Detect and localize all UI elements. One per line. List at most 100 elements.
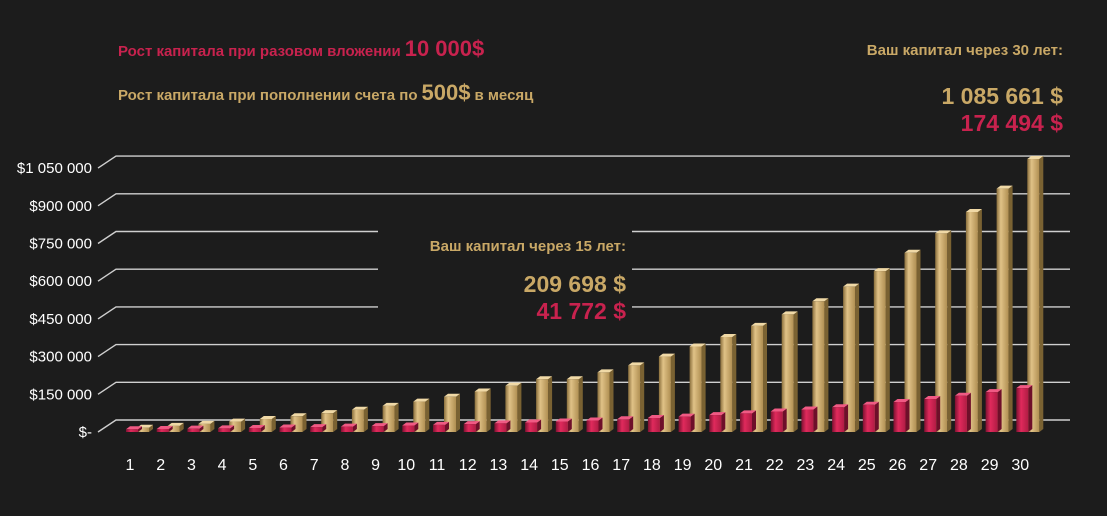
x-tick-label: 23	[797, 457, 815, 474]
gridline	[97, 193, 1070, 207]
x-tick-label: 19	[674, 457, 692, 474]
x-tick-label: 2	[156, 457, 165, 474]
x-tick-label: 18	[643, 457, 661, 474]
x-tick-label: 16	[582, 457, 600, 474]
bar-lump-sum	[709, 412, 726, 432]
bar-monthly	[935, 230, 952, 432]
x-tick-label: 10	[397, 457, 415, 474]
bar-lump-sum	[954, 392, 971, 432]
legend-monthly: Рост капитала при пополнении счета по 500…	[118, 80, 533, 106]
x-tick-label: 11	[429, 457, 446, 474]
bar-lump-sum	[1016, 385, 1033, 432]
bar-monthly	[781, 311, 798, 432]
bar-lump-sum	[740, 410, 756, 432]
callout-15-monthly-value: 209 698 $	[523, 271, 626, 297]
bar-lump-sum	[617, 416, 634, 432]
x-tick-label: 30	[1011, 457, 1029, 474]
x-tick-label: 1	[126, 457, 135, 474]
x-tick-label: 12	[459, 457, 477, 474]
x-tick-label: 14	[520, 457, 538, 474]
bar-monthly	[1027, 156, 1044, 432]
bar-lump-sum	[494, 420, 511, 432]
legend-lump-sum-text: Рост капитала при разовом вложении	[118, 43, 401, 60]
y-tick-label: $900 000	[29, 198, 92, 215]
bar-monthly	[198, 420, 215, 432]
bar-monthly	[658, 353, 675, 432]
gridline	[97, 381, 1070, 395]
bar-monthly	[904, 249, 921, 432]
x-tick-label: 4	[218, 457, 227, 474]
bar-lump-sum	[924, 396, 941, 432]
y-tick-label: $300 000	[29, 349, 92, 366]
legend-lump-sum: Рост капитала при разовом вложении 10 000…	[118, 36, 484, 62]
bar-monthly	[843, 283, 860, 432]
y-tick-label: $600 000	[29, 273, 92, 290]
bar-lump-sum	[678, 413, 695, 432]
bar-lump-sum	[463, 421, 480, 432]
legend-monthly-amount: 500$	[421, 80, 471, 105]
callout-15-heading: Ваш капитал через 15 лет:	[429, 238, 626, 255]
y-tick-label: $750 000	[29, 236, 92, 253]
bar-monthly	[812, 298, 829, 432]
x-tick-label: 13	[490, 457, 508, 474]
y-tick-label: $1 050 000	[17, 160, 92, 177]
gridline	[97, 343, 1070, 358]
bar-lump-sum	[801, 406, 818, 432]
bar-lump-sum	[156, 425, 173, 432]
bar-monthly	[229, 418, 246, 432]
bar-lump-sum	[770, 408, 787, 432]
x-tick-label: 29	[981, 457, 999, 474]
gridline	[97, 230, 378, 245]
callout-30-years: Ваш капитал через 30 лет: 1 085 661 $ 17…	[867, 42, 1063, 137]
x-tick-label: 8	[340, 457, 349, 474]
bar-monthly	[597, 369, 614, 432]
bar-lump-sum	[340, 423, 357, 432]
legend-monthly-suffix: в месяц	[474, 87, 534, 104]
x-tick-label: 21	[735, 457, 753, 474]
y-tick-label: $450 000	[29, 311, 92, 328]
bar-monthly	[751, 322, 767, 432]
x-tick-label: 26	[889, 457, 907, 474]
bar-monthly	[167, 422, 184, 432]
x-tick-label: 28	[950, 457, 968, 474]
bar-lump-sum	[433, 421, 449, 432]
bar-monthly	[628, 362, 645, 432]
x-tick-label: 3	[187, 457, 196, 474]
bar-lump-sum	[310, 424, 327, 432]
x-tick-label: 9	[371, 457, 380, 474]
x-axis-labels: 1 2 3 4 5 6 7 8 9 10 11 12 13 14 15 16 17 18 19 20 21 22 23 24 2…	[126, 457, 1030, 474]
legend-lump-sum-amount: 10 000$	[404, 36, 485, 61]
x-tick-label: 6	[279, 457, 288, 474]
bar-monthly	[689, 343, 706, 432]
bar-lump-sum	[525, 419, 542, 432]
bar-lump-sum	[371, 423, 388, 432]
callout-30-monthly-value: 1 085 661 $	[941, 83, 1063, 109]
x-tick-label: 5	[248, 457, 257, 474]
y-tick-label: $150 000	[29, 386, 92, 403]
bar-lump-sum	[402, 422, 419, 432]
bar-lump-sum	[893, 399, 910, 432]
y-tick-label: $-	[79, 424, 92, 441]
bar-monthly	[873, 268, 890, 432]
callout-15-lump-sum-value: 41 772 $	[536, 298, 626, 324]
bar-lump-sum	[985, 389, 1002, 432]
x-tick-label: 25	[858, 457, 876, 474]
bars	[126, 156, 1044, 432]
bar-lump-sum	[586, 417, 603, 432]
x-tick-label: 22	[766, 457, 784, 474]
y-axis-labels: $- $150 000 $300 000 $450 000 $600 000 $750 0…	[17, 160, 92, 441]
bar-lump-sum	[555, 418, 572, 432]
bar-lump-sum	[126, 426, 142, 432]
x-tick-label: 15	[551, 457, 569, 474]
bar-lump-sum	[647, 415, 664, 432]
bar-lump-sum	[279, 424, 296, 432]
callout-30-lump-sum-value: 174 494 $	[960, 110, 1063, 136]
bar-monthly	[536, 376, 553, 432]
callout-30-heading: Ваш капитал через 30 лет:	[866, 42, 1063, 59]
bar-lump-sum	[218, 425, 235, 432]
gridline	[97, 268, 378, 282]
legend-monthly-text: Рост капитала при пополнении счета по	[118, 87, 418, 104]
callout-15-years: Ваш капитал через 15 лет: 209 698 $ 41 7…	[430, 238, 626, 325]
x-tick-label: 7	[310, 457, 319, 474]
